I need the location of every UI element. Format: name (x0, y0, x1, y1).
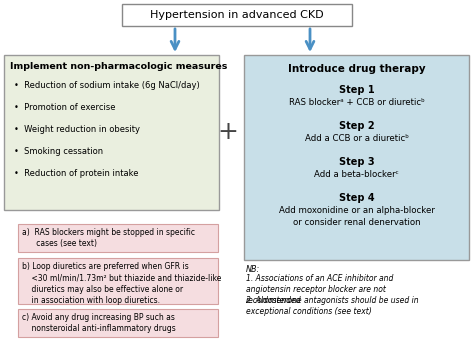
Text: •  Smoking cessation: • Smoking cessation (14, 147, 103, 156)
Text: RAS blockerᵃ + CCB or diureticᵇ: RAS blockerᵃ + CCB or diureticᵇ (289, 98, 424, 107)
Text: Implement non-pharmacologic measures: Implement non-pharmacologic measures (10, 62, 228, 71)
Text: Step 2: Step 2 (339, 121, 374, 131)
Bar (4, 55, 219, 210)
Bar (244, 55, 469, 260)
Text: Add a beta-blockerᶜ: Add a beta-blockerᶜ (314, 170, 399, 179)
Text: 2. Aldosterone antagonists should be used in
exceptional conditions (see text): 2. Aldosterone antagonists should be use… (246, 296, 419, 316)
Text: NB:: NB: (246, 265, 260, 274)
Text: •  Reduction of protein intake: • Reduction of protein intake (14, 169, 138, 178)
Text: a)  RAS blockers might be stopped in specific
      cases (see text): a) RAS blockers might be stopped in spec… (22, 228, 195, 248)
Text: •  Promotion of exercise: • Promotion of exercise (14, 103, 116, 112)
Bar (122, 4, 352, 26)
Text: c) Avoid any drug increasing BP such as
    nonsteroidal anti-inflammatory drugs: c) Avoid any drug increasing BP such as … (22, 313, 176, 333)
Text: Step 1: Step 1 (339, 85, 374, 95)
Text: Hypertension in advanced CKD: Hypertension in advanced CKD (150, 10, 324, 20)
Text: 1. Associations of an ACE inhibitor and
angiotensin receptor blocker are not
rec: 1. Associations of an ACE inhibitor and … (246, 274, 393, 305)
Text: Step 4: Step 4 (339, 193, 374, 203)
Text: +: + (218, 120, 238, 144)
Text: •  Weight reduction in obesity: • Weight reduction in obesity (14, 125, 140, 134)
Bar (18, 224, 218, 252)
Text: Introduce drug therapy: Introduce drug therapy (288, 64, 425, 74)
Text: Step 3: Step 3 (339, 157, 374, 167)
Text: b) Loop diuretics are preferred when GFR is
    <30 ml/min/1.73m² but thiazide a: b) Loop diuretics are preferred when GFR… (22, 262, 221, 305)
Bar (18, 309, 218, 337)
Text: •  Reduction of sodium intake (6g NaCl/day): • Reduction of sodium intake (6g NaCl/da… (14, 81, 200, 90)
Bar (18, 258, 218, 304)
Text: Add moxonidine or an alpha-blocker
or consider renal denervation: Add moxonidine or an alpha-blocker or co… (279, 206, 435, 227)
Text: Add a CCB or a diureticᵇ: Add a CCB or a diureticᵇ (305, 134, 409, 143)
